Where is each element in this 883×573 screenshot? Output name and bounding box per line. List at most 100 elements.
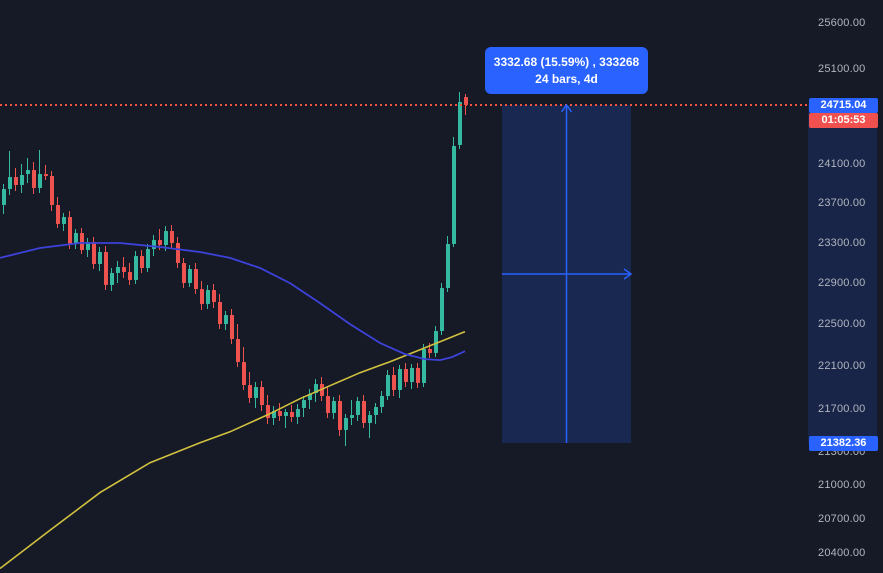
candle-wick (159, 228, 160, 250)
candle-up (253, 387, 258, 398)
candle-down (337, 401, 342, 431)
candle-up (445, 243, 450, 289)
candle-up (205, 290, 210, 305)
candle-up (133, 255, 138, 280)
candle-up (355, 401, 360, 415)
bar-countdown-badge: 01:05:53 (809, 113, 878, 128)
candle-down (427, 349, 432, 354)
candle-up (313, 383, 318, 394)
price-tick-label: 23700.00 (818, 197, 866, 209)
candle-up (331, 401, 336, 413)
last-price-line (0, 104, 808, 106)
candle-down (31, 169, 36, 189)
measurement-tooltip[interactable]: 3332.68 (15.59%) , 333268 24 bars, 4d (485, 47, 648, 94)
candle-up (367, 415, 372, 423)
candle-up (85, 241, 90, 250)
candle-up (301, 399, 306, 409)
candle-up (145, 248, 150, 268)
candle-up (271, 410, 276, 419)
candle-down (199, 289, 204, 305)
candle-up (343, 418, 348, 431)
candle-down (247, 385, 252, 398)
candle-down (415, 368, 420, 383)
measurement-price-range-text: 3332.68 (15.59%) , 333268 (493, 55, 640, 69)
candle-down (229, 314, 234, 339)
candle-down (169, 230, 174, 243)
candle-up (1, 189, 6, 205)
candle-up (7, 177, 12, 190)
candle-down (127, 271, 132, 280)
candle-down (265, 405, 270, 419)
chart-pane[interactable] (0, 0, 808, 573)
candle-wick (9, 151, 10, 195)
candle-down (91, 241, 96, 264)
candle-up (19, 174, 24, 186)
price-scale-range-highlight (808, 105, 877, 443)
price-tick-label: 24100.00 (818, 158, 866, 170)
candle-down (79, 232, 84, 250)
candle-up (439, 288, 444, 332)
range-high-price-badge: 24715.04 (809, 98, 878, 113)
candle-down (55, 204, 60, 224)
candle-up (109, 272, 114, 285)
candle-up (151, 239, 156, 249)
candle-down (121, 266, 126, 272)
candle-down (235, 338, 240, 362)
price-tick-label: 20400.00 (818, 547, 866, 559)
price-tick-label: 22900.00 (818, 277, 866, 289)
candle-down (325, 395, 330, 413)
candle-down (361, 401, 366, 423)
candle-up (451, 145, 456, 244)
price-tick-label: 20700.00 (818, 513, 866, 525)
candle-down (211, 290, 216, 303)
candle-down (43, 173, 48, 177)
candle-up (397, 369, 402, 391)
candle-up (409, 368, 414, 382)
candle-down (217, 302, 222, 325)
measurement-bars-time-text: 24 bars, 4d (535, 72, 598, 86)
candle-wick (351, 399, 352, 425)
range-low-price-badge: 21382.36 (809, 436, 878, 451)
candle-up (385, 375, 390, 396)
candle-down (319, 383, 324, 396)
candle-down (241, 361, 246, 385)
price-tick-label: 25600.00 (818, 17, 866, 29)
price-tick-label: 23300.00 (818, 237, 866, 249)
candle-down (139, 255, 144, 268)
candle-down (67, 216, 72, 244)
candle-up (73, 232, 78, 244)
candle-down (463, 97, 468, 105)
candle-up (163, 230, 168, 245)
price-scale[interactable]: 25600.00 25100.00 24100.00 23700.00 23300.00… (808, 0, 883, 573)
candle-down (103, 251, 108, 285)
candle-down (289, 411, 294, 418)
candle-up (421, 349, 426, 383)
price-tick-label: 22100.00 (818, 360, 866, 372)
candle-up (61, 216, 66, 224)
candle-down (193, 268, 198, 289)
candle-up (373, 407, 378, 415)
candle-up (37, 173, 42, 189)
candle-up (349, 415, 354, 419)
candle-down (259, 387, 264, 406)
candle-down (181, 262, 186, 283)
candle-up (223, 314, 228, 324)
candle-wick (39, 150, 40, 193)
candle-up (433, 331, 438, 354)
price-tick-label: 25100.00 (818, 63, 866, 75)
candle-up (379, 395, 384, 408)
candle-down (175, 242, 180, 263)
candle-up (307, 393, 312, 400)
candle-down (403, 369, 408, 382)
candle-up (295, 408, 300, 418)
candle-down (157, 239, 162, 245)
candle-up (97, 251, 102, 264)
candle-wick (45, 164, 46, 181)
price-range-box[interactable] (502, 105, 631, 443)
price-tick-label: 21000.00 (818, 479, 866, 491)
candle-down (49, 176, 54, 205)
candle-down (13, 177, 18, 186)
candle-up (283, 411, 288, 417)
candle-down (391, 375, 396, 391)
